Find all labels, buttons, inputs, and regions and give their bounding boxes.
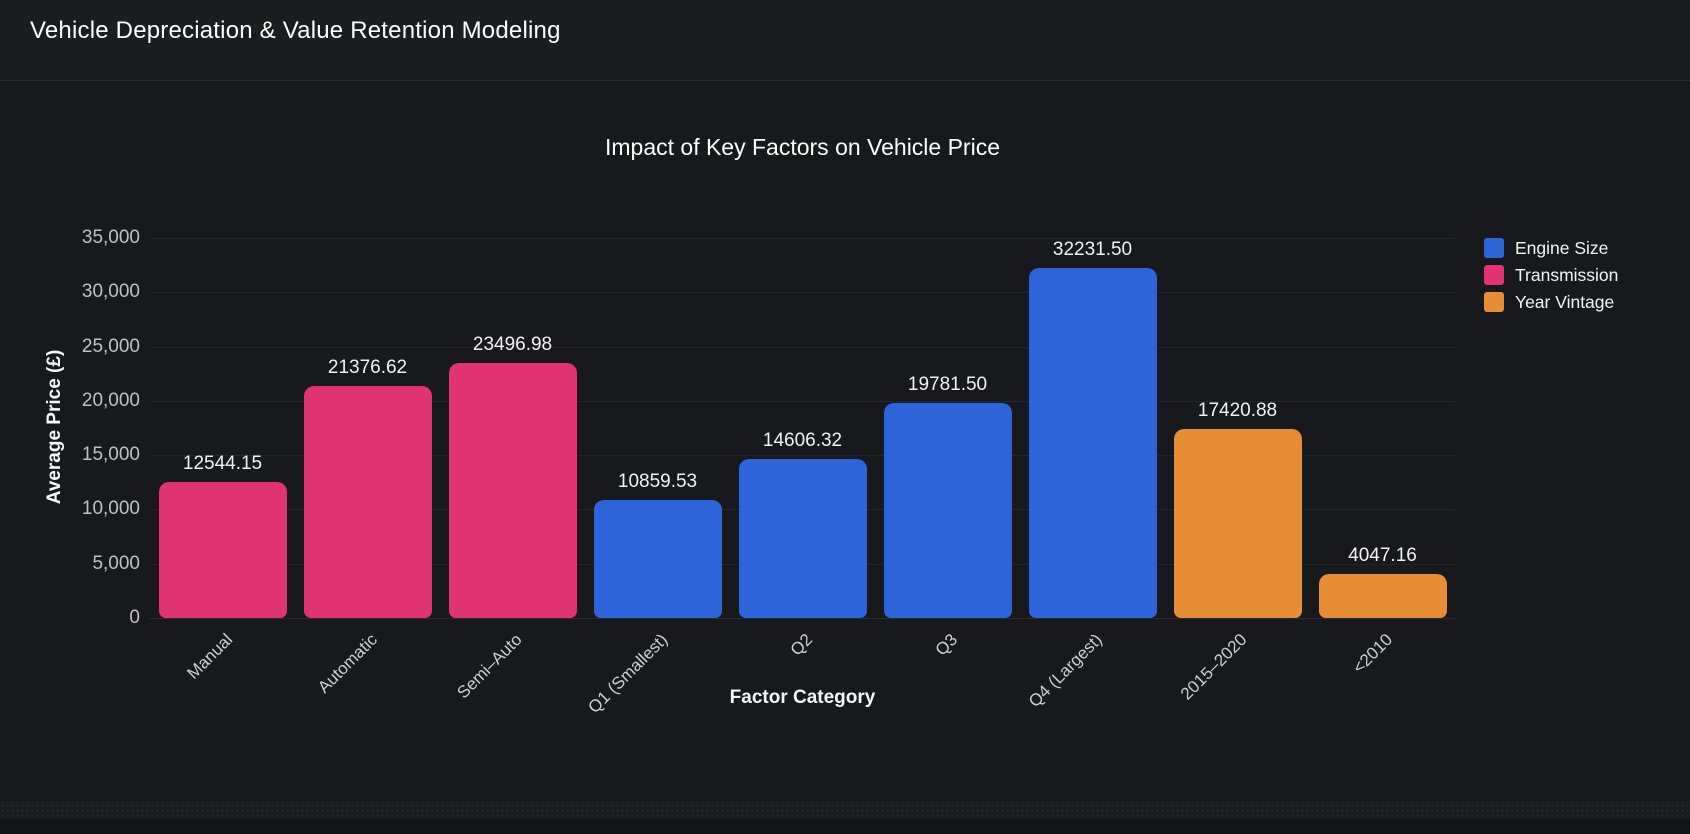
gridline-25000 xyxy=(150,346,1455,348)
category-slot-q1-smallest: 10859.53 Q1 (Smallest) xyxy=(584,238,730,717)
y-tick-label: 0 xyxy=(129,607,140,628)
bar-manual[interactable] xyxy=(158,481,287,618)
legend-item-engine-size[interactable]: Engine Size xyxy=(1484,238,1618,258)
category-slot-q2: 14606.32 Q2 xyxy=(730,238,875,659)
app-header: Vehicle Depreciation & Value Retention M… xyxy=(0,0,1690,81)
category-slot-semi-auto: 23496.98 Semi–Auto xyxy=(440,238,585,702)
chart-panel: Impact of Key Factors on Vehicle Price A… xyxy=(0,81,1690,802)
y-tick-label: 25,000 xyxy=(81,335,140,357)
gridline-30000 xyxy=(150,292,1455,294)
y-tick-label: 35,000 xyxy=(81,227,140,248)
category-slot-manual: 12544.15 Manual xyxy=(150,238,295,683)
x-axis-title: Factor Category xyxy=(729,687,876,708)
category-slot-automatic: 21376.62 Automatic xyxy=(295,238,440,697)
bar-value-label: 12544.15 xyxy=(182,452,263,474)
bar-value-label: 21376.62 xyxy=(327,356,408,378)
chart-title: Impact of Key Factors on Vehicle Price xyxy=(604,134,1000,160)
legend-swatch-transmission xyxy=(1484,265,1504,285)
bar-value-label: 32231.50 xyxy=(1052,239,1133,261)
y-tick-label: 30,000 xyxy=(81,281,140,303)
gridline-15000 xyxy=(150,455,1455,457)
legend: Engine Size Transmission Year Vintage xyxy=(1484,238,1618,312)
bar-value-label: 23496.98 xyxy=(472,333,553,355)
bar-value-label: 17420.88 xyxy=(1197,399,1278,421)
bar-value-label: 4047.16 xyxy=(1348,545,1417,567)
legend-swatch-year-vintage xyxy=(1484,292,1504,312)
bar-value-label: 14606.32 xyxy=(762,430,843,452)
bar-q2[interactable] xyxy=(738,459,867,618)
gridline-0 xyxy=(150,618,1455,619)
bar-automatic[interactable] xyxy=(303,385,432,618)
bar-q3[interactable] xyxy=(883,403,1012,618)
legend-label: Year Vintage xyxy=(1515,292,1615,312)
x-tick-label-q2: Q2 xyxy=(786,630,816,660)
category-slot-q4-largest: 32231.50 Q4 (Largest) xyxy=(1020,238,1165,711)
category-slot-2015-2020: 17420.88 2015–2020 xyxy=(1165,238,1310,704)
gridline-20000 xyxy=(150,400,1455,402)
legend-swatch-engine-size xyxy=(1484,238,1504,258)
y-tick-label: 20,000 xyxy=(81,389,140,411)
legend-item-transmission[interactable]: Transmission xyxy=(1484,265,1618,285)
y-tick-label: 10,000 xyxy=(81,498,140,520)
bar-q4-largest[interactable] xyxy=(1028,268,1157,618)
x-tick-label-2010: <2010 xyxy=(1348,630,1396,678)
category-slot-q3: 19781.50 Q3 xyxy=(875,238,1020,659)
page-title: Vehicle Depreciation & Value Retention M… xyxy=(30,17,561,44)
y-tick-label: 5,000 xyxy=(92,552,140,574)
category-slot-2010: 4047.16 <2010 xyxy=(1310,238,1455,677)
legend-label: Transmission xyxy=(1515,265,1619,285)
panel-resize-handle[interactable] xyxy=(0,802,1690,819)
legend-item-year-vintage[interactable]: Year Vintage xyxy=(1484,292,1618,312)
x-tick-label-q3: Q3 xyxy=(931,630,961,660)
bar-value-label: 10859.53 xyxy=(617,471,698,493)
bar-value-label: 19781.50 xyxy=(907,374,988,396)
y-axis-tick-labels: 0 5,000 10,000 15,000 20,000 25,000 30,000 35,0… xyxy=(0,228,140,628)
bar-semi-auto[interactable] xyxy=(448,362,577,618)
y-tick-label: 15,000 xyxy=(81,444,140,466)
page-background xyxy=(0,819,1690,834)
bar-2010[interactable] xyxy=(1318,574,1447,618)
legend-label: Engine Size xyxy=(1515,238,1609,258)
bar-2015-2020[interactable] xyxy=(1173,428,1302,618)
gridline-35000 xyxy=(150,238,1455,239)
bar-q1-smallest[interactable] xyxy=(593,500,722,618)
bar-chart-plot-area: 12544.15 Manual 21376.62 Automatic 23496.98 S… xyxy=(150,238,1455,717)
x-tick-label-manual: Manual xyxy=(183,630,236,683)
